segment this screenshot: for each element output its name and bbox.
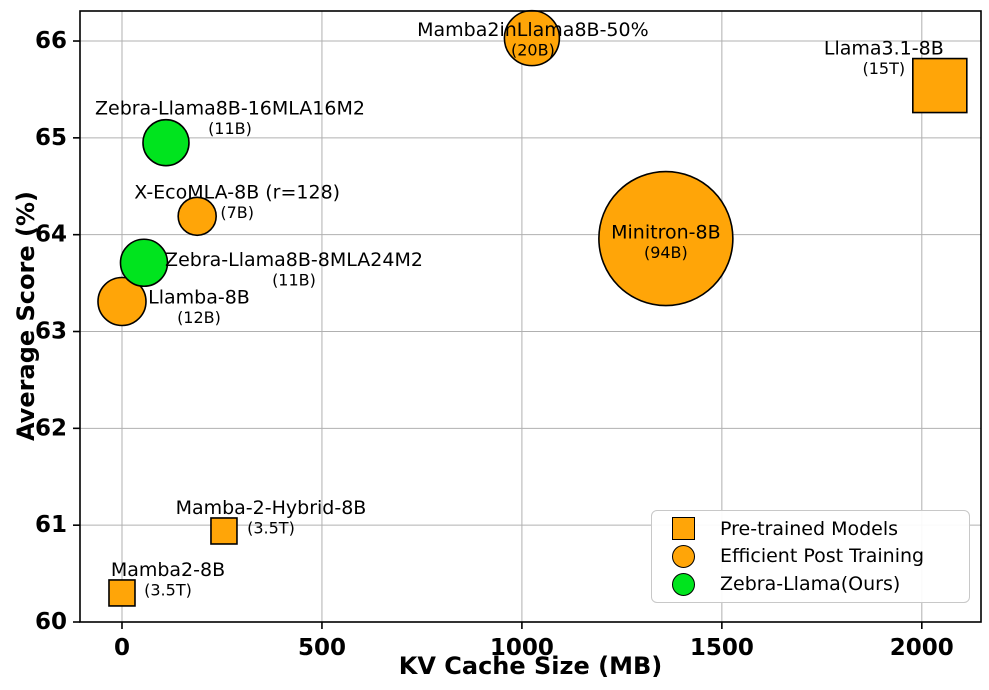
data-point-Zebra-Llama8B-16MLA16M2 <box>142 118 190 167</box>
x-tick-label: 0 <box>114 635 130 661</box>
x-axis-label: KV Cache Size (MB) <box>398 652 663 680</box>
legend-circle-marker-icon <box>670 544 696 568</box>
point-label: Mamba2-8B <box>111 559 225 581</box>
point-sublabel: (94B) <box>644 243 688 262</box>
point-sublabel: (3.5T) <box>247 518 295 537</box>
point-label: Minitron-8B <box>611 222 720 244</box>
point-label: Llama3.1-8B <box>824 38 944 60</box>
legend: Pre-trained Models Efficient Post Trainin… <box>651 510 970 603</box>
legend-item: Zebra-Llama(Ours) <box>652 571 969 598</box>
y-axis-label: Average Score (%) <box>12 191 40 441</box>
legend-label: Zebra-Llama(Ours) <box>720 573 901 596</box>
legend-label: Pre-trained Models <box>720 517 899 540</box>
y-tick-label: 63 <box>35 319 67 345</box>
point-sublabel: (20B) <box>511 41 555 60</box>
plot-border <box>79 10 982 623</box>
y-tick-label: 60 <box>35 609 67 635</box>
legend-marker-shape <box>671 517 695 541</box>
point-label: Llamba-8B <box>148 286 250 308</box>
point-label: Mamba-2-Hybrid-8B <box>176 497 367 519</box>
point-sublabel: (11B) <box>272 270 316 289</box>
legend-item: Pre-trained Models <box>652 515 969 542</box>
legend-label: Efficient Post Training <box>720 545 925 568</box>
y-tick-label: 61 <box>35 512 67 538</box>
legend-marker-shape <box>671 572 695 596</box>
x-tick-label: 1000 <box>490 635 554 661</box>
point-label: Zebra-Llama8B-8MLA24M2 <box>165 249 423 271</box>
x-tick-label: 2000 <box>890 635 954 661</box>
x-tick-label: 1500 <box>690 635 754 661</box>
legend-circle-marker-icon <box>670 572 696 596</box>
data-point-Llama3.1-8B <box>912 57 968 114</box>
data-point-Zebra-Llama8B-8MLA24M2 <box>119 238 169 288</box>
y-tick-label: 66 <box>35 28 67 54</box>
data-point-Mamba2-8B <box>108 579 136 607</box>
point-label: Zebra-Llama8B-16MLA16M2 <box>95 98 365 120</box>
legend-marker-shape <box>671 544 695 568</box>
data-point-Mamba-2-Hybrid-8B <box>210 517 238 545</box>
x-tick-label: 500 <box>298 635 346 661</box>
point-sublabel: (3.5T) <box>144 580 192 599</box>
point-label: Mamba2inLlama8B-50% <box>417 19 649 41</box>
data-point-Minitron-8B <box>598 170 734 307</box>
legend-square-marker-icon <box>670 517 696 541</box>
point-sublabel: (7B) <box>220 203 254 222</box>
point-label: X-EcoMLA-8B (r=128) <box>134 181 340 203</box>
point-sublabel: (12B) <box>177 308 221 327</box>
data-point-Llamba-8B <box>97 276 147 327</box>
y-tick-label: 65 <box>35 125 67 151</box>
point-sublabel: (11B) <box>208 119 252 138</box>
legend-item: Efficient Post Training <box>652 543 969 570</box>
y-tick-label: 62 <box>35 415 67 441</box>
point-sublabel: (15T) <box>862 59 905 78</box>
y-tick-label: 64 <box>35 222 67 248</box>
data-point-X-EcoMLA-8B (r=128) <box>177 196 217 237</box>
